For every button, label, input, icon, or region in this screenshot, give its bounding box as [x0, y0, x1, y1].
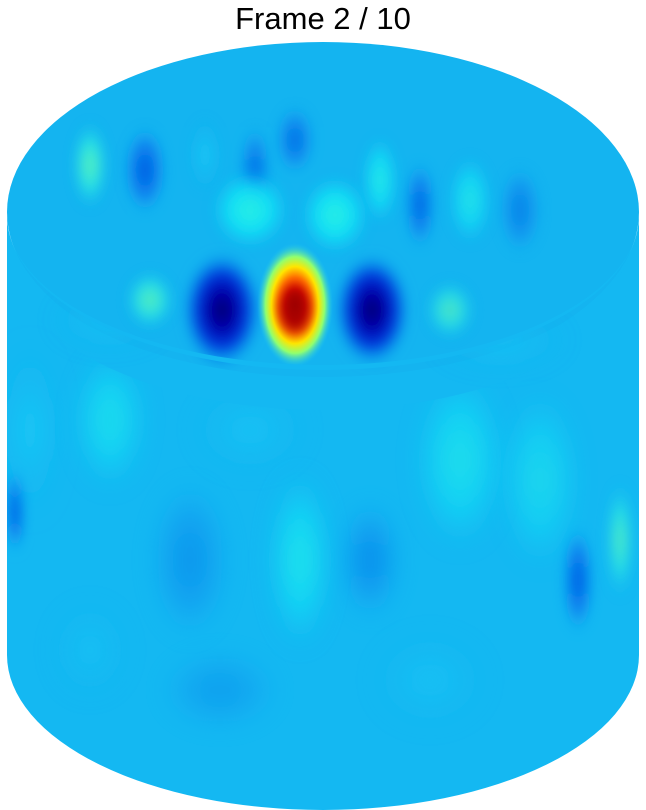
inner-wall-pattern	[72, 105, 542, 368]
outer-wall-pattern	[7, 340, 634, 730]
frame-title-overlay: Frame 2 / 10	[235, 1, 411, 36]
